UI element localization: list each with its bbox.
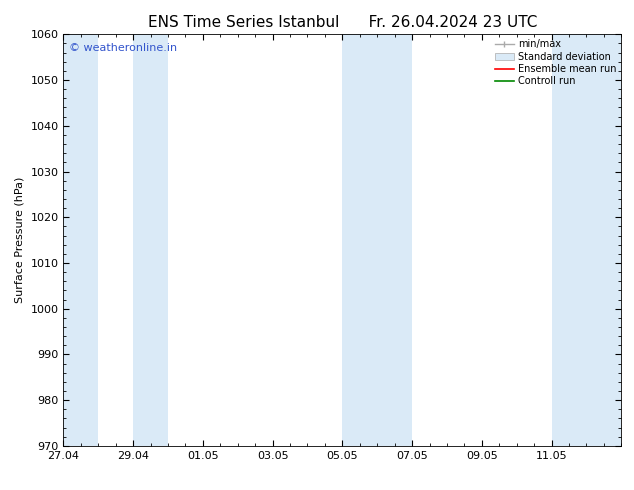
Text: © weatheronline.in: © weatheronline.in	[69, 43, 177, 52]
Bar	[63, 34, 98, 446]
Legend: min/max, Standard deviation, Ensemble mean run, Controll run: min/max, Standard deviation, Ensemble me…	[493, 37, 618, 88]
Title: ENS Time Series Istanbul      Fr. 26.04.2024 23 UTC: ENS Time Series Istanbul Fr. 26.04.2024 …	[148, 15, 537, 30]
Bar	[133, 34, 168, 446]
Bar	[552, 34, 621, 446]
Bar	[342, 34, 412, 446]
Y-axis label: Surface Pressure (hPa): Surface Pressure (hPa)	[15, 177, 25, 303]
